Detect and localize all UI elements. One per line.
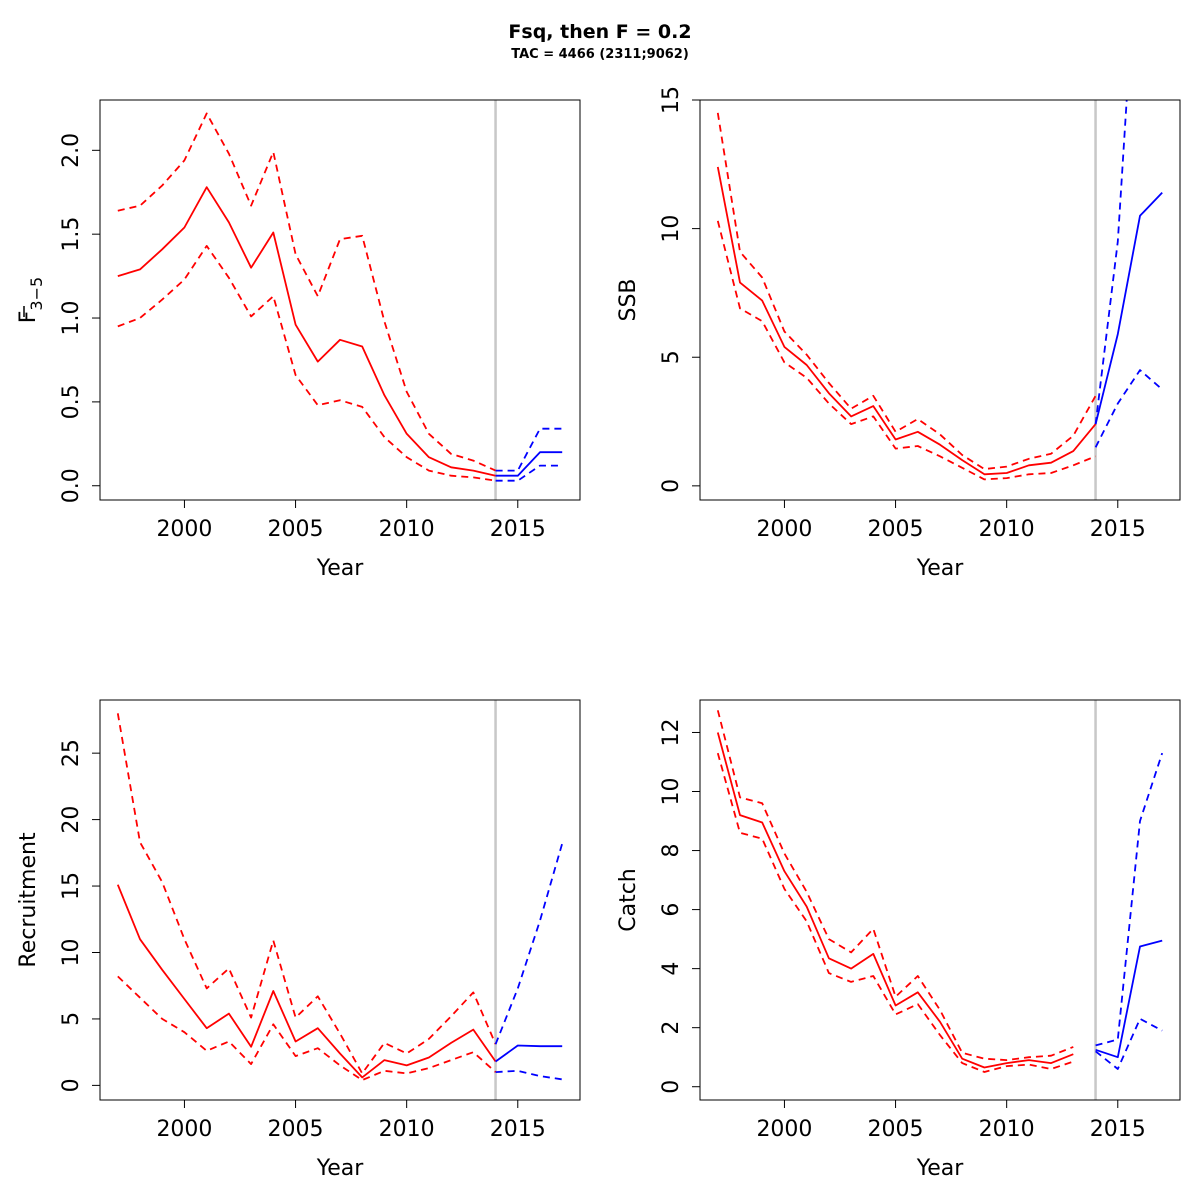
historical-dashed-line-1 xyxy=(117,112,496,472)
projection-dashed-line-5 xyxy=(495,1069,563,1081)
historical-dashed-line-2 xyxy=(117,244,496,482)
y-tick-label: 25 xyxy=(59,739,84,767)
y-tick-label: 8 xyxy=(659,844,684,858)
projection-solid-line-3 xyxy=(495,1044,563,1063)
projection-dashed-line-4 xyxy=(1094,100,1128,425)
x-tick-label: 2010 xyxy=(979,1117,1035,1142)
y-tick-label: 5 xyxy=(59,1012,84,1026)
historical-dashed-line-2 xyxy=(117,975,497,1081)
y-tick-label: 0.0 xyxy=(59,468,84,503)
y-axis-label: Recruitment xyxy=(16,832,41,968)
y-tick-label: 20 xyxy=(59,806,84,834)
catch-panel: 2000 2005 2010 2015 0 2 4 6 8 10 12 Year Catch xyxy=(616,699,1181,1181)
projection-solid-line-3 xyxy=(1094,191,1163,425)
historical-dashed-line-2 xyxy=(716,220,1096,481)
projection-dashed-line-5 xyxy=(495,464,563,482)
y-tick-label: 0.5 xyxy=(59,384,84,419)
y-tick-label: 5 xyxy=(659,350,684,364)
x-tick-label: 2000 xyxy=(156,517,212,542)
y-tick-label: 10 xyxy=(659,778,684,806)
plot-frame xyxy=(699,99,1181,501)
y-axis-label-subscript: 3−5 xyxy=(27,277,46,311)
historical-dashed-line-1 xyxy=(716,710,1074,1061)
y-tick-label: 6 xyxy=(659,903,684,917)
y-tick-label: 0 xyxy=(659,479,684,493)
y-tick-label: 2 xyxy=(659,1021,684,1035)
projection-solid-line-3 xyxy=(495,451,563,477)
projection-dashed-line-5 xyxy=(1095,1017,1163,1070)
x-tick-label: 2005 xyxy=(268,517,324,542)
figure-header: Fsq, then F = 0.2 TAC = 4466 (2311;9062) xyxy=(0,0,1200,80)
x-tick-label: 2005 xyxy=(868,517,924,542)
y-axis-label-main: F xyxy=(16,311,41,324)
series-group xyxy=(116,713,564,1081)
y-axis-label: F3−5 xyxy=(16,277,46,323)
x-tick-label: 2015 xyxy=(1090,517,1146,542)
y-tick-label: 10 xyxy=(59,938,84,966)
historical-dashed-line-2 xyxy=(716,752,1074,1073)
plot-frame xyxy=(99,699,581,1101)
x-tick-label: 2015 xyxy=(1090,1117,1146,1142)
y-axis-label: SSB xyxy=(616,278,641,321)
y-tick-label: 1.0 xyxy=(59,301,84,336)
x-tick-label: 2015 xyxy=(490,517,546,542)
y-tick-label: 12 xyxy=(659,718,684,746)
x-axis-label: Year xyxy=(916,1156,965,1181)
x-tick-label: 2010 xyxy=(979,517,1035,542)
series-group xyxy=(716,100,1163,481)
x-axis-label: Year xyxy=(316,1156,365,1181)
x-tick-label: 2000 xyxy=(756,1117,812,1142)
ssb-panel: 2000 2005 2010 2015 0 5 10 15 Year SSB xyxy=(616,86,1181,581)
historical-solid-line-0 xyxy=(117,186,496,477)
x-tick-label: 2000 xyxy=(156,1117,212,1142)
plot-frame xyxy=(699,699,1181,1101)
y-tick-label: 15 xyxy=(659,86,684,114)
x-tick-label: 2005 xyxy=(268,1117,324,1142)
x-tick-label: 2015 xyxy=(490,1117,546,1142)
y-tick-label: 4 xyxy=(659,962,684,976)
figure-title: Fsq, then F = 0.2 xyxy=(508,21,692,43)
series-group xyxy=(117,112,563,482)
y-tick-label: 15 xyxy=(59,872,84,900)
x-axis-label: Year xyxy=(916,556,965,581)
projection-dashed-line-4 xyxy=(494,843,564,1045)
x-tick-label: 2000 xyxy=(756,517,812,542)
historical-dashed-line-1 xyxy=(716,112,1097,471)
historical-dashed-line-1 xyxy=(116,713,497,1075)
y-tick-label: 2.0 xyxy=(59,133,84,168)
y-tick-label: 1.5 xyxy=(59,217,84,252)
projection-dashed-line-4 xyxy=(1095,752,1164,1047)
x-tick-label: 2005 xyxy=(868,1117,924,1142)
recruitment-panel: 2000 2005 2010 2015 0 5 10 15 20 25 Year Recruitmen… xyxy=(16,699,581,1181)
figure-subtitle: TAC = 4466 (2311;9062) xyxy=(511,47,689,62)
historical-solid-line-0 xyxy=(116,884,497,1079)
x-tick-label: 2010 xyxy=(379,517,435,542)
x-axis-label: Year xyxy=(316,556,365,581)
f-panel: 2000 2005 2010 2015 0.0 0.5 1.0 1.5 2.0 Year F3−5 xyxy=(16,99,581,581)
plot-frame xyxy=(99,99,581,501)
projection-solid-line-3 xyxy=(1095,939,1163,1059)
y-axis-label: Catch xyxy=(616,868,641,932)
historical-solid-line-0 xyxy=(716,166,1097,476)
y-tick-label: 10 xyxy=(659,215,684,243)
series-group xyxy=(716,710,1164,1073)
historical-solid-line-0 xyxy=(716,732,1074,1069)
projection-dashed-line-5 xyxy=(1094,369,1163,448)
x-tick-label: 2010 xyxy=(379,1117,435,1142)
y-tick-label: 0 xyxy=(659,1080,684,1094)
y-tick-label: 0 xyxy=(59,1078,84,1092)
